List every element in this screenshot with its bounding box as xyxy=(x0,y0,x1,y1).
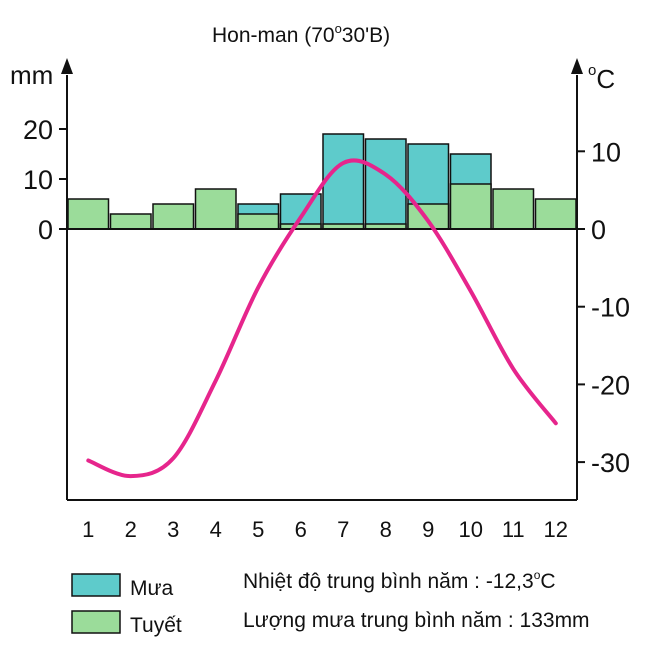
snow-bar-3 xyxy=(152,203,195,230)
right-tick-label: -10 xyxy=(591,293,630,323)
note-mean-temperature-degree: o xyxy=(534,568,541,582)
month-label-3: 3 xyxy=(167,517,179,542)
legend-snow-label: Tuyết xyxy=(130,614,182,637)
month-label-12: 12 xyxy=(544,517,568,542)
month-label-7: 7 xyxy=(337,517,349,542)
month-label-10: 10 xyxy=(459,517,483,542)
month-labels: 1 2 3 4 5 6 7 8 9 10 11 12 xyxy=(82,517,568,542)
month-label-9: 9 xyxy=(422,517,434,542)
legend-rain-swatch xyxy=(71,573,121,597)
note-mean-temperature-text: Nhiệt độ trung bình năm : -12,3 xyxy=(243,570,534,593)
month-label-1: 1 xyxy=(82,517,94,542)
left-tick-label: 20 xyxy=(23,115,53,145)
note-mean-precipitation: Lượng mưa trung bình năm : 133mm xyxy=(243,609,590,632)
month-label-6: 6 xyxy=(295,517,307,542)
left-ticks: 20 10 0 xyxy=(23,115,67,245)
chart-title: Hon-man (70o30'B) xyxy=(212,21,390,47)
snow-bar-2 xyxy=(109,213,152,230)
legend-snow-swatch xyxy=(71,610,121,634)
left-axis-arrow xyxy=(61,58,73,74)
snow-bar-4 xyxy=(194,188,237,230)
right-tick-label: 10 xyxy=(591,137,621,167)
chart-title-main: Hon-man (70 xyxy=(212,24,335,47)
right-unit-c: C xyxy=(596,64,615,94)
month-label-11: 11 xyxy=(502,517,525,542)
rain-bar-7 xyxy=(322,133,365,230)
right-axis-arrow xyxy=(571,58,583,74)
snow-bar-11 xyxy=(492,188,535,230)
right-tick-label: -20 xyxy=(591,370,630,400)
chart-title-rest: 30'B) xyxy=(342,24,390,47)
right-tick-label: 0 xyxy=(591,215,606,245)
snow-bar-1 xyxy=(67,198,110,230)
rain-bar-8 xyxy=(364,138,407,230)
left-tick-label: 0 xyxy=(38,215,53,245)
temperature-line xyxy=(86,158,558,479)
snow-bar-9 xyxy=(407,203,450,230)
left-unit-label: mm xyxy=(10,60,53,90)
rain-bars xyxy=(67,133,577,230)
month-label-4: 4 xyxy=(210,517,222,542)
right-unit-degree: o xyxy=(588,62,596,79)
left-tick-label: 10 xyxy=(23,165,53,195)
snow-bar-5 xyxy=(237,213,280,230)
right-tick-label: -30 xyxy=(591,448,630,478)
month-label-8: 8 xyxy=(380,517,392,542)
legend-rain-label: Mưa xyxy=(130,577,174,600)
snow-bar-10 xyxy=(449,183,492,230)
snow-bar-12 xyxy=(534,198,577,230)
chart-title-degree: o xyxy=(335,21,342,36)
note-mean-temperature: Nhiệt độ trung bình năm : -12,3oC xyxy=(243,568,556,593)
right-unit-label: oC xyxy=(588,62,615,94)
right-ticks: 10 0 -10 -20 -30 xyxy=(577,137,630,478)
month-label-2: 2 xyxy=(125,517,137,542)
month-label-5: 5 xyxy=(252,517,264,542)
note-mean-temperature-unit: C xyxy=(540,570,555,593)
